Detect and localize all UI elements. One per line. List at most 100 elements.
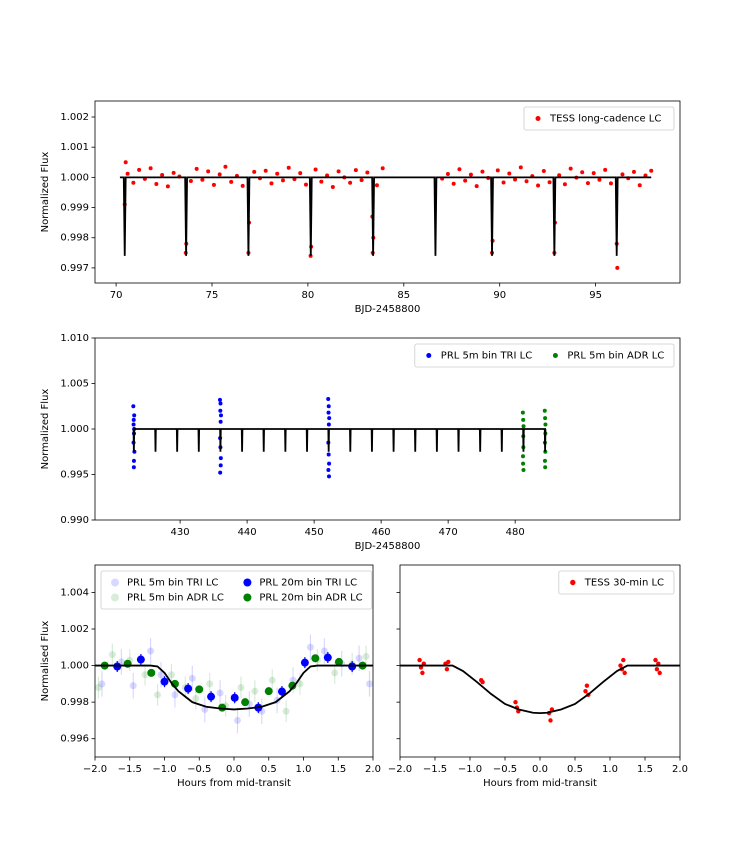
data-point <box>132 413 137 418</box>
legend-label: PRL 20m bin ADR LC <box>259 593 362 604</box>
data-point <box>131 458 136 463</box>
data-point <box>444 667 450 672</box>
panel: 430 440 450 460 470 480 0.990 0.995 1.000 1.005 1.… <box>40 333 681 552</box>
legend-label: PRL 5m bin TRI LC <box>441 351 532 362</box>
data-point <box>207 692 216 701</box>
data-point <box>113 662 122 671</box>
data-point <box>218 419 223 424</box>
data-point <box>251 687 259 695</box>
x-tick-label: 85 <box>397 290 410 301</box>
model-line <box>119 176 652 256</box>
data-point <box>543 416 548 421</box>
y-tick-label: 0.998 <box>60 697 89 708</box>
data-point <box>252 169 257 174</box>
x-tick-label: −1.5 <box>423 764 447 775</box>
data-point <box>188 178 193 183</box>
data-point <box>275 171 280 176</box>
x-tick-label: 90 <box>493 290 506 301</box>
data-point <box>657 670 662 676</box>
x-axis-label: Hours from mid-transit <box>177 778 291 789</box>
data-point <box>280 178 285 183</box>
x-tick-label: −2.0 <box>83 764 107 775</box>
data-point <box>520 410 525 415</box>
data-point <box>326 452 331 457</box>
data-point <box>374 183 379 188</box>
legend-marker <box>243 578 252 587</box>
data-point <box>326 467 331 472</box>
data-point <box>230 693 239 702</box>
legend: PRL 5m bin TRI LC PRL 5m bin ADR LC <box>414 343 675 368</box>
x-tick-label: 95 <box>589 290 602 301</box>
data-point <box>637 183 642 188</box>
data-point <box>131 180 136 185</box>
plot-area <box>119 160 654 270</box>
data-point <box>543 422 548 427</box>
data-point <box>518 165 523 170</box>
data-point <box>98 680 106 688</box>
data-point <box>326 404 331 409</box>
y-tick-label: 0.999 <box>60 203 89 214</box>
data-point <box>306 643 314 651</box>
model-line <box>400 664 680 715</box>
data-point <box>501 180 506 185</box>
data-point <box>264 687 273 696</box>
data-point <box>131 422 136 427</box>
data-point <box>320 647 328 655</box>
panel: 70 75 80 85 90 95 1.002 1.001 1.000 0.999 0.998 0.9… <box>40 100 681 315</box>
x-axis-label: Hours from mid-transit <box>483 778 597 789</box>
legend-marker <box>552 353 558 358</box>
plot-area <box>400 657 680 723</box>
y-tick-label: 0.997 <box>60 263 89 274</box>
data-point <box>233 716 241 724</box>
data-point <box>286 165 291 170</box>
data-point <box>521 417 526 422</box>
axes-frame <box>94 337 681 521</box>
data-point <box>480 169 485 174</box>
data-point <box>148 166 153 171</box>
y-tick-label: 0.995 <box>60 470 89 481</box>
data-point <box>171 691 179 699</box>
x-tick-label: 0.0 <box>226 764 242 775</box>
data-point <box>298 171 303 176</box>
x-tick-label: 430 <box>171 527 190 538</box>
data-point <box>125 171 130 176</box>
x-tick-label: 1.5 <box>330 764 346 775</box>
legend: PRL 5m bin TRI LC PRL 5m bin ADR LC PRL 20… <box>100 570 373 610</box>
x-tick-label: −2.0 <box>388 764 412 775</box>
data-point <box>542 458 547 463</box>
y-tick-label: 0.990 <box>60 515 89 526</box>
legend-box <box>100 570 373 610</box>
model-line <box>132 428 547 452</box>
x-tick-label: 0.0 <box>532 764 548 775</box>
data-point <box>319 179 324 184</box>
data-point <box>123 659 132 668</box>
data-point <box>160 677 169 686</box>
data-point <box>147 647 155 655</box>
data-point <box>362 652 370 660</box>
data-point <box>580 170 585 175</box>
legend-marker <box>111 578 119 587</box>
data-point <box>303 182 308 187</box>
data-point <box>147 668 156 677</box>
data-point <box>334 657 343 666</box>
data-point <box>141 671 149 679</box>
data-point <box>313 167 318 172</box>
x-tick-label: −0.5 <box>187 764 211 775</box>
data-point <box>216 689 224 697</box>
data-point <box>296 680 304 688</box>
data-point <box>591 171 596 176</box>
x-tick-label: 480 <box>506 527 525 538</box>
data-point <box>548 718 553 723</box>
x-tick-label: −1.0 <box>458 764 482 775</box>
data-point <box>620 172 625 177</box>
data-point <box>331 669 339 677</box>
y-tick-label: 1.000 <box>60 661 89 672</box>
data-point <box>562 182 567 187</box>
x-tick-label: 75 <box>206 290 219 301</box>
data-point <box>608 181 613 186</box>
data-point <box>542 408 547 413</box>
data-point <box>445 172 450 177</box>
x-tick-label: 2.0 <box>672 764 688 775</box>
data-point <box>451 181 456 186</box>
plot-area <box>95 634 373 734</box>
